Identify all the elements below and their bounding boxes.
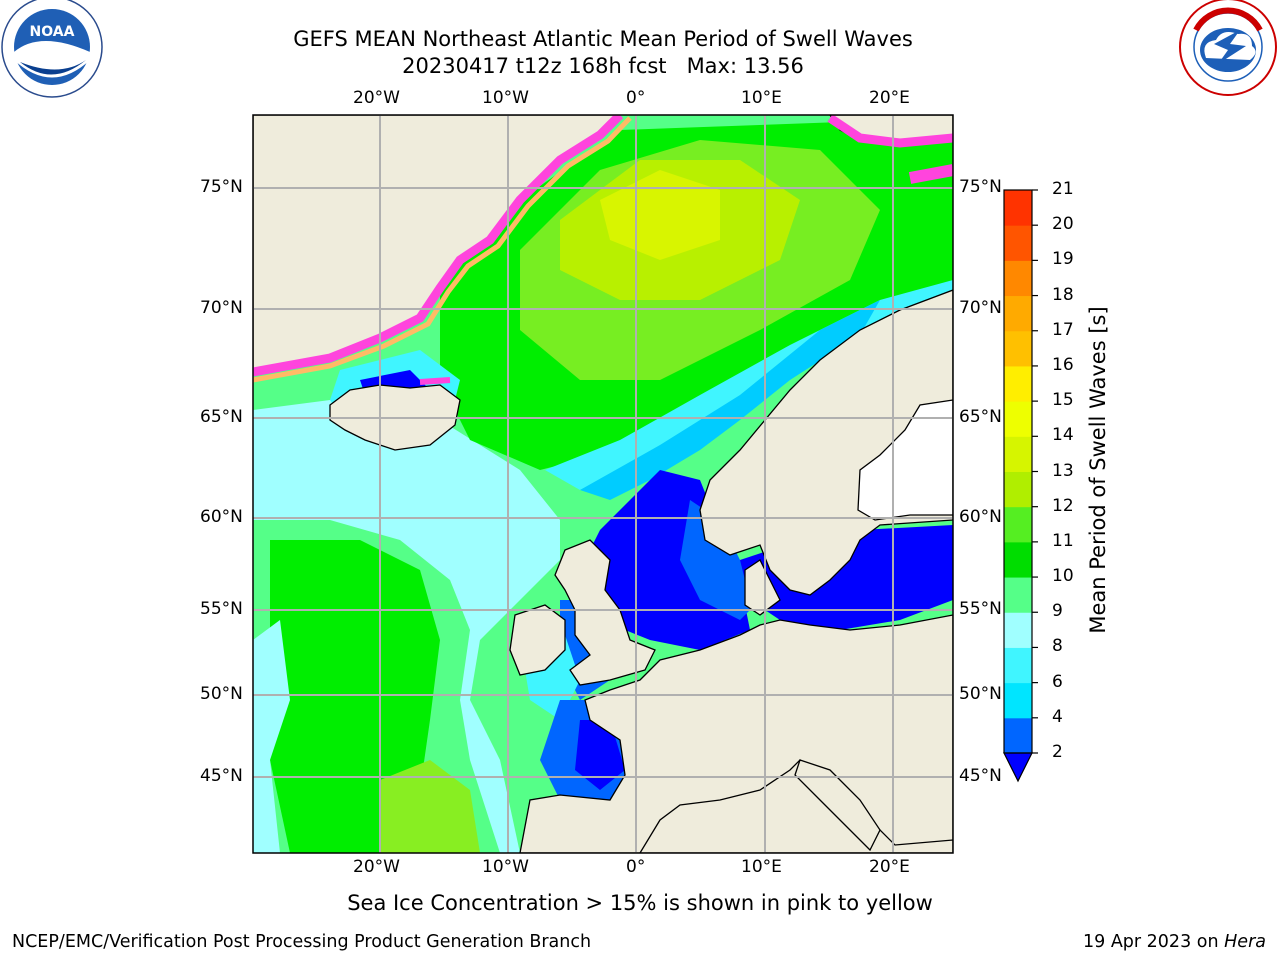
x-tick-top-10e: 10°E [741,88,782,108]
colorbar-swatch [1004,612,1032,648]
date-text: 19 Apr 2023 on [1083,932,1225,952]
x-tick-bottom-10w: 10°W [482,857,529,877]
y-tick-left-55n: 55°N [200,599,243,619]
x-tick-top-0: 0° [626,88,646,108]
colorbar-swatch [1004,365,1032,402]
colorbar-swatch [1004,401,1032,437]
y-tick-right-50n: 50°N [959,684,1002,704]
colorbar-swatch [1004,541,1032,578]
x-tick-top-10w: 10°W [482,88,529,108]
noaa-logo-text: NOAA [30,24,75,40]
colorbar-level-label: 17 [1052,319,1074,340]
y-tick-left-70n: 70°N [200,298,243,318]
colorbar-level-label: 6 [1052,671,1063,692]
credit-text: NCEP/EMC/Verification Post Processing Pr… [12,932,592,952]
colorbar-swatch [1004,260,1032,297]
colorbar-swatch [1004,577,1032,613]
colorbar-level-label: 13 [1052,460,1074,481]
colorbar-level-label: 14 [1052,425,1074,446]
machine-name: Hera [1224,932,1266,952]
colorbar-swatch [1004,295,1032,332]
colorbar-level-label: 10 [1052,566,1074,587]
y-tick-right-70n: 70°N [959,298,1002,318]
colorbar-swatch [1004,436,1032,472]
colorbar-swatch [1004,330,1032,367]
colorbar [1003,189,1038,783]
colorbar-level-label: 4 [1052,706,1063,727]
x-tick-top-20e: 20°E [869,88,910,108]
y-tick-left-65n: 65°N [200,407,243,427]
colorbar-level-label: 15 [1052,390,1074,411]
colorbar-level-label: 20 [1052,214,1074,235]
colorbar-extend-triangle [1003,752,1033,783]
chart-title: GEFS MEAN Northeast Atlantic Mean Period… [293,27,913,51]
colorbar-level-label: 9 [1052,601,1063,622]
colorbar-level-label: 8 [1052,636,1063,657]
x-tick-bottom-10e: 10°E [741,857,782,877]
colorbar-swatch [1004,190,1032,226]
y-tick-right-55n: 55°N [959,599,1002,619]
y-tick-left-45n: 45°N [200,766,243,786]
y-tick-right-65n: 65°N [959,407,1002,427]
nws-logo [1179,0,1277,96]
colorbar-swatch [1004,647,1032,684]
y-tick-right-75n: 75°N [959,177,1002,197]
y-tick-left-50n: 50°N [200,684,243,704]
y-tick-right-60n: 60°N [959,507,1002,527]
colorbar-title: Mean Period of Swell Waves [s] [1086,306,1110,634]
colorbar-level-label: 2 [1052,742,1063,762]
y-tick-left-60n: 60°N [200,507,243,527]
colorbar-swatch [1004,471,1032,508]
colorbar-level-label: 11 [1052,530,1074,551]
colorbar-swatch [1004,225,1032,261]
x-tick-top-20w: 20°W [353,88,400,108]
y-tick-left-75n: 75°N [200,177,243,197]
colorbar-swatch [1004,682,1032,719]
x-tick-bottom-20e: 20°E [869,857,910,877]
colorbar-level-label: 21 [1052,179,1074,199]
x-tick-bottom-20w: 20°W [353,857,400,877]
sea-ice-note: Sea Ice Concentration > 15% is shown in … [347,891,933,915]
colorbar-level-label: 19 [1052,249,1074,270]
swell-period-field [253,115,953,853]
map-frame [252,114,954,854]
colorbar-level-label: 18 [1052,284,1074,305]
date-stamp: 19 Apr 2023 on Hera [1083,932,1266,952]
colorbar-swatch [1004,506,1032,543]
chart-subtitle: 20230417 t12z 168h fcst Max: 13.56 [402,54,804,78]
graticule [253,115,953,853]
colorbar-level-label: 16 [1052,354,1074,375]
noaa-logo: NOAA [1,0,103,98]
sea-ice-edge [253,115,953,385]
colorbar-level-label: 12 [1052,495,1074,516]
x-tick-bottom-0: 0° [626,857,646,877]
colorbar-swatch [1004,717,1032,754]
y-tick-right-45n: 45°N [959,766,1002,786]
